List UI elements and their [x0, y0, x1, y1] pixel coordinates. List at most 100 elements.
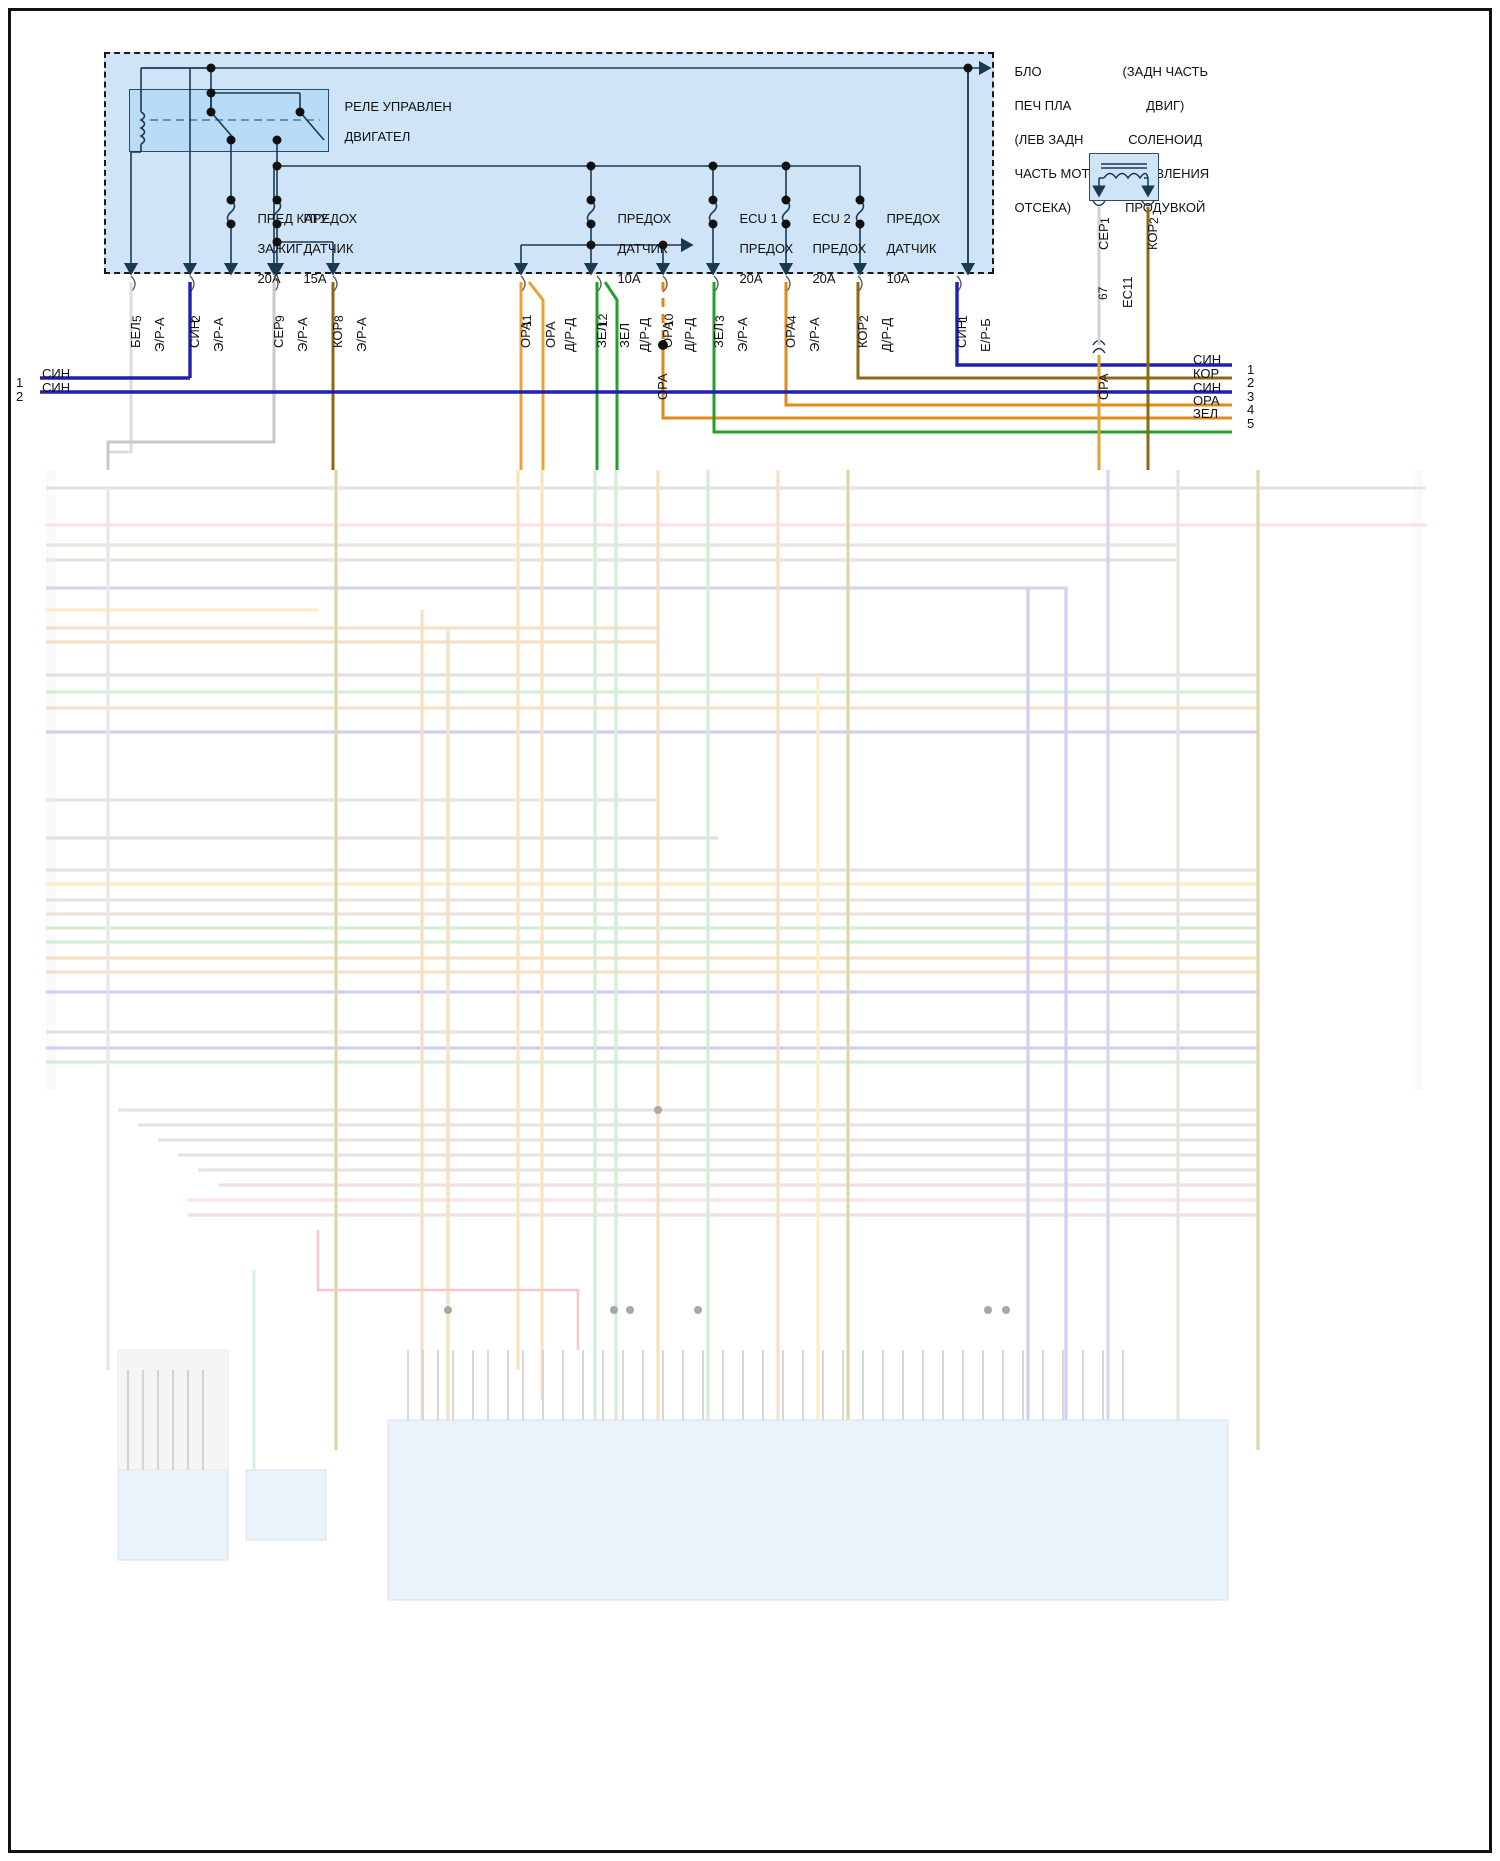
sol-cap-2: ДВИГ)	[1146, 98, 1185, 113]
fuse-6-line2: ДАТЧИК	[886, 241, 937, 256]
pin-num-text: 67	[1096, 286, 1110, 300]
lower-wiring-svg	[46, 470, 1426, 1601]
wire-color-text: КОР	[330, 321, 345, 348]
bus-number-text: 5	[1247, 416, 1255, 431]
right-bus-label-4: ОРА	[1193, 393, 1220, 408]
wire-color-zel-12a: ЗЕЛ	[594, 323, 609, 348]
bus-label-text: СИН	[1193, 380, 1222, 395]
right-bus-number-2: 2	[1247, 375, 1254, 390]
right-bus-label-3: СИН	[1193, 380, 1221, 395]
colored-wires-svg	[40, 207, 1232, 470]
bus-label-text: СИН	[42, 366, 71, 381]
connector-code-text: Д/Р-Д	[562, 317, 577, 352]
splice-pin-67: 67	[1096, 287, 1110, 300]
pin-num-text: 3	[713, 315, 727, 322]
wire-color-text: ЗЕЛ	[594, 322, 609, 348]
connector-code-3: Э/Р-А	[735, 317, 750, 352]
wire-color-text: ОРА	[660, 321, 675, 348]
fuse-2-line2: ДАТЧИК	[303, 241, 354, 256]
wire-color-text: СИН	[187, 319, 202, 348]
fuse-4-line2: ПРЕДОХ	[739, 241, 794, 256]
wire-color-text: КОР	[1145, 223, 1160, 250]
wire-color-sin-1b: СИН	[954, 320, 969, 348]
connector-code-text: Э/Р-А	[152, 317, 167, 352]
wire-color-text: ОРА	[655, 373, 670, 400]
connector-code-12: Д/Р-Д	[637, 318, 652, 352]
fuse-6-rating: 10A	[886, 271, 910, 286]
pin-number-5: 5	[130, 315, 144, 322]
fuse-block-outline	[104, 52, 994, 274]
wire-color-ora-4: ОРА	[783, 321, 798, 348]
wire-color-zel-3: ЗЕЛ	[711, 323, 726, 348]
bus-label-text: ЗЕЛ	[1193, 406, 1219, 421]
wire-color-text: ЗЕЛ	[711, 322, 726, 348]
connector-code-text: Д/Р-Д	[637, 317, 652, 352]
connector-code-text: Д/Р-Д	[879, 317, 894, 352]
bus-label-text: ОРА	[1193, 393, 1220, 408]
fuse-label-5: ECU 2 ПРЕДОХ 20A	[798, 196, 866, 301]
fuse-1-line1: ПРЕД КАТУ	[257, 211, 328, 226]
fb-cap-5: ОТСЕКА)	[1014, 200, 1072, 215]
wire-color-zel-12b: ЗЕЛ	[617, 323, 632, 348]
fuse-label-3: ПРЕДОХ ДАТЧИК 10A	[603, 196, 671, 301]
fuse-3-line1: ПРЕДОХ	[617, 211, 672, 226]
splice-name-text: EC11	[1120, 276, 1135, 308]
connector-code-4: Э/Р-А	[807, 317, 822, 352]
connector-code-text: Э/Р-А	[354, 317, 369, 352]
relay-label-line2: ДВИГАТЕЛ	[344, 129, 411, 144]
fuse-5-line1: ECU 2	[812, 211, 851, 226]
wire-color-ora-11b: ОРА	[543, 321, 558, 348]
wire-color-text: ОРА	[543, 321, 558, 348]
connector-code-text: Е/Р-Б	[978, 318, 993, 352]
connector-code-text: Э/Р-А	[211, 317, 226, 352]
fuse-label-1: ПРЕД КАТУ ЗАЖИГ 20A	[243, 196, 328, 301]
wire-color-text: ОРА	[518, 321, 533, 348]
bus-number-text: 1	[1247, 362, 1255, 377]
fuse-2-rating: 15A	[303, 271, 327, 286]
wire-color-ora-10-lower: ОРА	[655, 373, 670, 400]
wire-color-kor-2: КОР	[855, 322, 870, 348]
fuse-5-line2: ПРЕДОХ	[812, 241, 867, 256]
wire-color-ora-10: ОРА	[660, 321, 675, 348]
wire-color-text: СИН	[954, 319, 969, 348]
left-bus-label-2: СИН	[42, 380, 70, 395]
fuse-label-4: ECU 1 ПРЕДОХ 20A	[725, 196, 793, 301]
left-bus-number-2: 2	[16, 389, 23, 404]
solenoid-pin-2-color: КОР	[1145, 224, 1160, 250]
solenoid-pin-1-color: СЕР	[1096, 223, 1111, 250]
relay-label: РЕЛЕ УПРАВЛЕН ДВИГАТЕЛ	[330, 84, 451, 159]
wire-color-text: ОРА	[783, 321, 798, 348]
connector-code-11: Д/Р-Д	[562, 318, 577, 352]
bus-number-text: 2	[16, 389, 24, 404]
fb-cap-2: ПЕЧ ПЛА	[1014, 98, 1072, 113]
wire-color-text: ОРА	[1096, 373, 1111, 400]
page-border	[8, 8, 1492, 1853]
right-bus-number-4: 4	[1247, 402, 1254, 417]
bus-label-text: СИН	[1193, 352, 1222, 367]
right-bus-label-1: СИН	[1193, 352, 1221, 367]
right-bus-number-5: 5	[1247, 416, 1254, 431]
wire-color-bel: БЕЛ	[128, 322, 143, 348]
wire-color-sin-1: СИН	[187, 320, 202, 348]
right-bus-number-3: 3	[1247, 389, 1254, 404]
fb-cap-3: (ЛЕВ ЗАДН	[1014, 132, 1084, 147]
sol-cap-3: СОЛЕНОИД	[1128, 132, 1203, 147]
fuse-label-2: ПРЕДОХ ДАТЧИК 15A	[289, 196, 357, 301]
wire-color-text: КОР	[855, 321, 870, 348]
bus-number-text: 4	[1247, 402, 1255, 417]
right-bus-number-1: 1	[1247, 362, 1254, 377]
connector-code-10: Д/Р-Д	[682, 318, 697, 352]
connector-code-2a: Э/Р-А	[211, 317, 226, 352]
right-bus-label-2: КОР	[1193, 366, 1219, 381]
fuse-label-6: ПРЕДОХ ДАТЧИК 10A	[872, 196, 940, 301]
connector-code-9: Э/Р-А	[295, 317, 310, 352]
right-bus-label-5: ЗЕЛ	[1193, 406, 1218, 421]
connector-code-text: Э/Р-А	[735, 317, 750, 352]
wire-color-text: ЗЕЛ	[617, 322, 632, 348]
connector-code-text: Э/Р-А	[807, 317, 822, 352]
left-bus-label-1: СИН	[42, 366, 70, 381]
bus-number-text: 2	[1247, 375, 1255, 390]
fuse-6-line1: ПРЕДОХ	[886, 211, 941, 226]
wire-color-ora-11a: ОРА	[518, 321, 533, 348]
